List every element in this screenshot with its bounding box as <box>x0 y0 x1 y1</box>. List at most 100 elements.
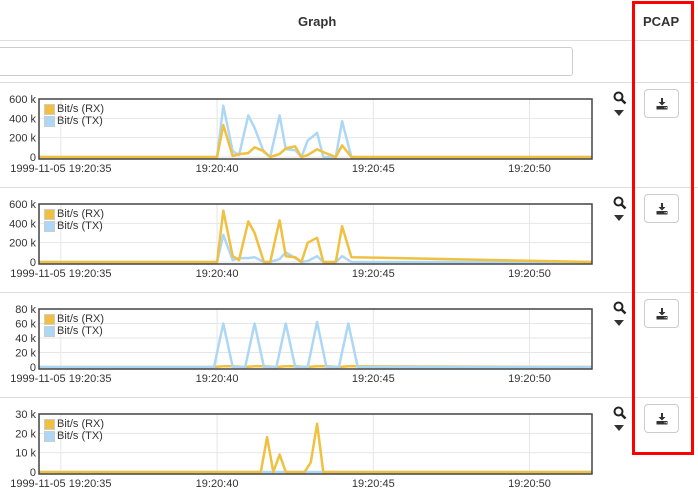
plot-frame <box>38 308 593 370</box>
y-tick-label: 60 k <box>15 319 36 331</box>
y-tick-label: 80 k <box>15 304 36 316</box>
legend-swatch <box>44 103 55 115</box>
download-icon <box>656 97 667 109</box>
search-icon[interactable] <box>613 196 627 210</box>
plot-area <box>39 414 592 474</box>
x-tick-label: 1999-11-05 19:20:35 <box>10 478 111 490</box>
legend-label: Bit/s (RX) <box>57 208 105 220</box>
download-icon <box>656 307 667 319</box>
plot-area <box>39 309 592 369</box>
y-tick-label: 400 k <box>9 218 36 230</box>
chart-legend: Bit/s (RX) Bit/s (TX) <box>44 208 104 232</box>
plot-area <box>39 204 592 264</box>
search-icon[interactable] <box>613 91 627 105</box>
series-line-rx <box>39 422 592 474</box>
divider <box>0 82 698 83</box>
y-tick-label: 0 <box>30 152 36 164</box>
y-tick-label: 30 k <box>15 409 36 421</box>
x-tick-label: 19:20:50 <box>508 268 551 280</box>
x-tick-label: 19:20:50 <box>508 478 551 490</box>
legend-item: Bit/s (RX) <box>44 313 104 325</box>
x-tick-label: 19:20:40 <box>196 373 239 385</box>
chart-legend: Bit/s (RX) Bit/s (TX) <box>44 103 104 127</box>
y-tick-label: 20 k <box>15 428 36 440</box>
x-tick-label: 19:20:45 <box>352 163 395 175</box>
caret-down-icon[interactable] <box>614 215 624 221</box>
legend-swatch <box>44 418 55 430</box>
series-line-rx <box>39 123 592 159</box>
x-tick-label: 19:20:40 <box>196 478 239 490</box>
y-tick-label: 600 k <box>9 199 36 211</box>
legend-label: Bit/s (RX) <box>57 103 105 115</box>
graph-column-header: Graph <box>298 14 337 29</box>
x-tick-label: 19:20:45 <box>352 373 395 385</box>
divider <box>0 187 698 188</box>
x-tick-label: 1999-11-05 19:20:35 <box>10 268 111 280</box>
download-icon <box>656 412 667 424</box>
caret-down-icon[interactable] <box>614 425 624 431</box>
y-tick-label: 600 k <box>9 94 36 106</box>
legend-label: Bit/s (TX) <box>57 325 103 337</box>
divider <box>0 397 698 398</box>
y-tick-label: 400 k <box>9 113 36 125</box>
x-tick-label: 19:20:45 <box>352 478 395 490</box>
y-tick-label: 0 <box>30 467 36 479</box>
plot-frame <box>38 98 593 160</box>
y-tick-label: 10 k <box>15 448 36 460</box>
download-pcap-button[interactable] <box>644 89 679 118</box>
chart-legend: Bit/s (RX) Bit/s (TX) <box>44 313 104 337</box>
x-tick-label: 1999-11-05 19:20:35 <box>10 373 111 385</box>
pcap-column-header: PCAP <box>643 14 680 29</box>
x-tick-label: 19:20:50 <box>508 163 551 175</box>
caret-down-icon[interactable] <box>614 110 624 116</box>
legend-label: Bit/s (TX) <box>57 430 103 442</box>
series-line-tx <box>39 320 592 369</box>
x-tick-label: 19:20:40 <box>196 163 239 175</box>
legend-swatch <box>44 115 55 127</box>
y-tick-label: 200 k <box>9 133 36 145</box>
download-pcap-button[interactable] <box>644 404 679 433</box>
download-pcap-button[interactable] <box>644 299 679 328</box>
legend-label: Bit/s (TX) <box>57 220 103 232</box>
y-tick-label: 20 k <box>15 348 36 360</box>
legend-swatch <box>44 325 55 337</box>
legend-item: Bit/s (TX) <box>44 220 104 232</box>
y-tick-label: 40 k <box>15 333 36 345</box>
legend-item: Bit/s (RX) <box>44 103 104 115</box>
caret-down-icon[interactable] <box>614 320 624 326</box>
traffic-chart: 600 k 400 k 200 k 0 1999-11-05 19:20:35 19:20… <box>0 83 600 178</box>
graph-filter-input[interactable] <box>0 47 573 76</box>
plot-frame <box>38 203 593 265</box>
traffic-chart: 80 k 60 k 40 k 20 k 0 1999-11-05 19:20:35 19:2… <box>0 293 600 388</box>
search-icon[interactable] <box>613 406 627 420</box>
legend-item: Bit/s (TX) <box>44 325 104 337</box>
x-tick-label: 19:20:50 <box>508 373 551 385</box>
legend-swatch <box>44 313 55 325</box>
search-icon[interactable] <box>613 301 627 315</box>
legend-label: Bit/s (RX) <box>57 418 105 430</box>
legend-item: Bit/s (RX) <box>44 208 104 220</box>
legend-swatch <box>44 430 55 442</box>
x-tick-label: 19:20:45 <box>352 268 395 280</box>
pcap-column-highlight <box>632 1 694 455</box>
y-tick-label: 0 <box>30 362 36 374</box>
y-tick-label: 200 k <box>9 238 36 250</box>
legend-label: Bit/s (TX) <box>57 115 103 127</box>
divider <box>0 40 698 41</box>
legend-label: Bit/s (RX) <box>57 313 105 325</box>
chart-legend: Bit/s (RX) Bit/s (TX) <box>44 418 104 442</box>
x-tick-label: 19:20:40 <box>196 268 239 280</box>
legend-swatch <box>44 208 55 220</box>
legend-item: Bit/s (TX) <box>44 115 104 127</box>
traffic-chart: 30 k 20 k 10 k 0 1999-11-05 19:20:35 19:20:40… <box>0 398 600 493</box>
legend-item: Bit/s (RX) <box>44 418 104 430</box>
legend-item: Bit/s (TX) <box>44 430 104 442</box>
x-tick-label: 1999-11-05 19:20:35 <box>10 163 111 175</box>
series-line-rx <box>39 209 593 264</box>
divider <box>0 292 698 293</box>
download-pcap-button[interactable] <box>644 194 679 223</box>
